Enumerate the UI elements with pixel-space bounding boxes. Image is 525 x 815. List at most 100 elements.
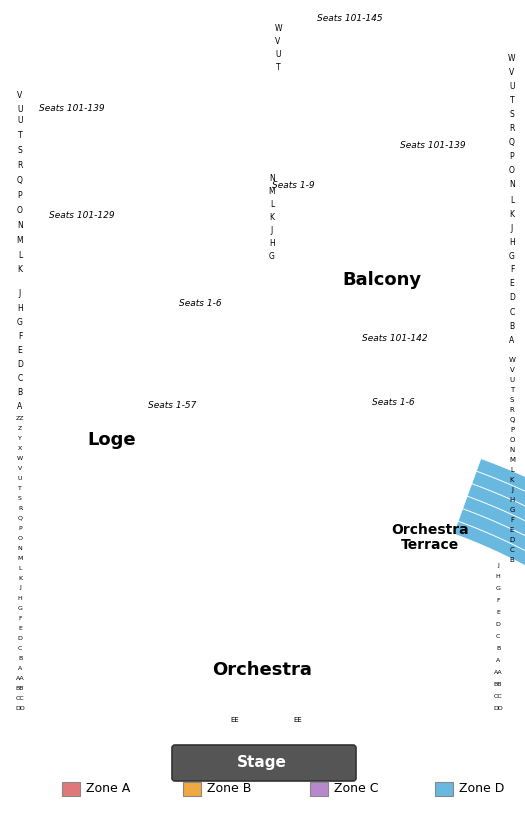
Text: U: U bbox=[17, 104, 23, 113]
Text: O: O bbox=[17, 205, 23, 214]
Text: Orchestra: Orchestra bbox=[391, 523, 469, 537]
Text: Q: Q bbox=[17, 516, 23, 521]
Text: T: T bbox=[510, 95, 514, 104]
Text: R: R bbox=[17, 161, 23, 170]
Text: P: P bbox=[510, 427, 514, 433]
Text: L: L bbox=[18, 566, 22, 570]
Text: F: F bbox=[18, 615, 22, 620]
Text: H: H bbox=[269, 239, 275, 248]
Text: EE: EE bbox=[230, 717, 239, 723]
Text: K: K bbox=[510, 477, 514, 483]
Text: AA: AA bbox=[16, 676, 24, 681]
Text: L: L bbox=[18, 250, 22, 259]
Text: D: D bbox=[509, 537, 514, 543]
Text: Zone C: Zone C bbox=[334, 782, 379, 795]
Text: J: J bbox=[511, 487, 513, 493]
Text: N: N bbox=[269, 174, 275, 183]
Text: U: U bbox=[509, 82, 514, 90]
Text: R: R bbox=[509, 124, 514, 133]
Text: A: A bbox=[18, 666, 22, 671]
Text: V: V bbox=[276, 37, 281, 46]
Text: C: C bbox=[18, 645, 22, 650]
Text: O: O bbox=[17, 535, 23, 540]
Text: S: S bbox=[18, 496, 22, 500]
Text: T: T bbox=[18, 130, 23, 139]
Text: Zone B: Zone B bbox=[207, 782, 251, 795]
Text: Seats 1-6: Seats 1-6 bbox=[372, 398, 415, 407]
Text: P: P bbox=[18, 191, 23, 200]
Text: U: U bbox=[18, 475, 22, 481]
Text: J: J bbox=[497, 562, 499, 567]
Text: Seats 1-6: Seats 1-6 bbox=[178, 298, 222, 307]
Text: R: R bbox=[18, 505, 22, 510]
Text: Zone A: Zone A bbox=[86, 782, 130, 795]
Text: C: C bbox=[509, 307, 514, 316]
Text: Terrace: Terrace bbox=[401, 538, 459, 552]
Text: D: D bbox=[509, 293, 515, 302]
Text: B: B bbox=[509, 321, 514, 331]
Text: L: L bbox=[510, 196, 514, 205]
Text: P: P bbox=[18, 526, 22, 531]
Text: U: U bbox=[17, 116, 23, 125]
Text: BB: BB bbox=[494, 682, 502, 688]
Text: M: M bbox=[269, 187, 275, 196]
Text: L: L bbox=[270, 200, 274, 209]
Text: T: T bbox=[276, 63, 280, 72]
Text: E: E bbox=[18, 346, 23, 355]
Text: G: G bbox=[17, 318, 23, 327]
Text: M: M bbox=[17, 236, 23, 244]
Text: E: E bbox=[510, 280, 514, 289]
Text: K: K bbox=[17, 266, 23, 275]
Text: H: H bbox=[17, 303, 23, 312]
Bar bbox=[183, 782, 201, 796]
Bar bbox=[435, 782, 453, 796]
Text: B: B bbox=[18, 655, 22, 660]
Text: E: E bbox=[18, 625, 22, 631]
Text: G: G bbox=[509, 252, 515, 261]
Text: V: V bbox=[509, 68, 514, 77]
Text: K: K bbox=[269, 213, 275, 222]
Text: A: A bbox=[509, 336, 514, 345]
Text: Balcony: Balcony bbox=[342, 271, 422, 289]
Text: J: J bbox=[19, 289, 21, 298]
Text: U: U bbox=[509, 377, 514, 383]
Text: CC: CC bbox=[494, 694, 502, 699]
Text: BB: BB bbox=[16, 685, 24, 690]
Text: S: S bbox=[18, 146, 23, 155]
Text: Y: Y bbox=[18, 435, 22, 440]
Text: N: N bbox=[509, 179, 515, 188]
Text: D: D bbox=[17, 636, 23, 641]
Text: Z: Z bbox=[18, 425, 22, 430]
Text: Q: Q bbox=[509, 417, 514, 423]
Text: N: N bbox=[509, 447, 514, 453]
Text: Stage: Stage bbox=[237, 756, 287, 770]
Text: Zone D: Zone D bbox=[459, 782, 505, 795]
Text: O: O bbox=[509, 437, 514, 443]
Text: N: N bbox=[17, 221, 23, 230]
Text: X: X bbox=[18, 446, 22, 451]
Text: B: B bbox=[510, 557, 514, 563]
Text: Seats 101-129: Seats 101-129 bbox=[49, 210, 115, 219]
Text: C: C bbox=[496, 635, 500, 640]
Text: T: T bbox=[510, 387, 514, 393]
Text: J: J bbox=[511, 223, 513, 232]
Text: Seats 1-57: Seats 1-57 bbox=[148, 400, 196, 409]
Text: G: G bbox=[496, 587, 500, 592]
Text: Seats 101-139: Seats 101-139 bbox=[39, 104, 105, 112]
Text: ZZ: ZZ bbox=[16, 416, 24, 421]
Text: V: V bbox=[17, 90, 23, 99]
Text: R: R bbox=[510, 407, 514, 413]
Text: D: D bbox=[496, 623, 500, 628]
Text: A: A bbox=[17, 402, 23, 411]
Text: M: M bbox=[17, 556, 23, 561]
Text: Orchestra: Orchestra bbox=[212, 661, 312, 679]
Text: CC: CC bbox=[16, 695, 24, 701]
Text: H: H bbox=[18, 596, 23, 601]
Text: E: E bbox=[510, 527, 514, 533]
Text: G: G bbox=[17, 606, 23, 610]
Text: H: H bbox=[509, 237, 515, 246]
Text: M: M bbox=[509, 457, 515, 463]
Text: K: K bbox=[18, 575, 22, 580]
Text: U: U bbox=[275, 50, 281, 59]
Text: EE: EE bbox=[293, 717, 302, 723]
